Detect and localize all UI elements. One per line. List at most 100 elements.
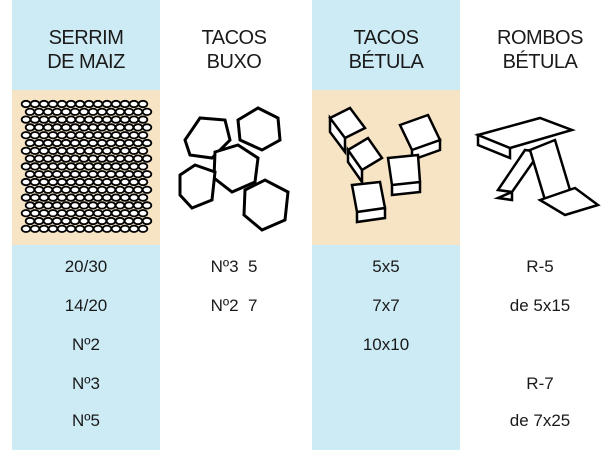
- grain: [69, 201, 81, 210]
- grain: [87, 170, 99, 179]
- column-header: ROMBOS: [497, 27, 583, 49]
- grain: [105, 170, 117, 179]
- grain: [87, 154, 99, 163]
- grain: [96, 123, 108, 132]
- size-item: Nº3 5: [211, 257, 258, 276]
- grain: [47, 162, 59, 171]
- size-item: 5x5: [372, 257, 399, 276]
- grain: [24, 107, 36, 116]
- grain: [128, 131, 140, 140]
- birch-blocks-illustration: [328, 106, 442, 224]
- grain: [29, 224, 41, 233]
- grain: [47, 209, 59, 218]
- grain: [105, 201, 117, 210]
- grain: [47, 115, 59, 124]
- grain: [137, 146, 149, 155]
- grain: [78, 170, 90, 179]
- grain: [119, 99, 131, 109]
- grain: [123, 138, 135, 148]
- grain: [29, 209, 41, 218]
- grain: [60, 107, 72, 116]
- grain: [123, 107, 135, 116]
- grain: [42, 201, 54, 210]
- grain: [132, 154, 144, 163]
- grain: [78, 185, 90, 194]
- grain: [92, 193, 104, 202]
- grain: [38, 115, 50, 124]
- grain: [51, 138, 63, 148]
- column-header: DE MAIZ: [47, 51, 125, 73]
- grain: [42, 107, 54, 116]
- grain: [87, 201, 99, 210]
- grain: [60, 201, 72, 210]
- column-header: SERRIM: [49, 27, 124, 49]
- grain: [119, 193, 131, 202]
- grain: [38, 193, 50, 202]
- grain: [42, 123, 54, 132]
- grain: [141, 123, 153, 132]
- grain: [33, 138, 45, 148]
- grain: [137, 193, 149, 202]
- grain: [123, 154, 135, 163]
- grain: [74, 209, 86, 218]
- grain: [47, 146, 59, 155]
- grain: [114, 201, 126, 210]
- column-header: BÉTULA: [503, 50, 579, 73]
- grain: [20, 177, 32, 187]
- size-item: 10x10: [363, 335, 409, 354]
- grain: [33, 154, 45, 163]
- grain: [56, 209, 68, 218]
- grain: [74, 224, 86, 233]
- grain: [69, 185, 81, 194]
- grain: [137, 99, 149, 109]
- grain: [65, 162, 77, 171]
- grain: [38, 177, 50, 187]
- grain: [87, 107, 99, 116]
- grain: [110, 115, 122, 124]
- grain: [83, 162, 95, 171]
- grain: [101, 131, 113, 140]
- grain: [56, 162, 68, 171]
- grain: [42, 154, 54, 163]
- grain: [38, 146, 50, 155]
- grain: [87, 138, 99, 148]
- grain: [24, 154, 36, 163]
- grain: [119, 209, 131, 218]
- grain: [123, 170, 135, 179]
- grain: [132, 170, 144, 179]
- grain: [42, 185, 54, 194]
- grain: [101, 177, 113, 187]
- grain: [141, 138, 153, 148]
- grain: [128, 115, 140, 124]
- grain: [92, 131, 104, 140]
- grain: [137, 162, 149, 171]
- grain: [24, 138, 36, 148]
- grain: [29, 115, 41, 124]
- grain: [51, 216, 63, 226]
- grain: [42, 216, 54, 226]
- grain: [123, 185, 135, 194]
- grain: [119, 131, 131, 140]
- grain: [128, 209, 140, 218]
- grain: [38, 99, 50, 109]
- grain: [24, 185, 36, 194]
- size-item: Nº2: [72, 335, 100, 354]
- grain: [92, 162, 104, 171]
- grain: [51, 154, 63, 163]
- corn-grit-illustration: [20, 99, 153, 233]
- grain: [114, 107, 126, 116]
- grain: [83, 115, 95, 124]
- size-item: Nº2 7: [211, 296, 258, 315]
- grain: [114, 138, 126, 148]
- grain: [60, 138, 72, 148]
- grain: [83, 146, 95, 155]
- grain: [29, 193, 41, 202]
- grain: [20, 131, 32, 140]
- grain: [38, 224, 50, 233]
- grain: [123, 123, 135, 132]
- grain: [33, 185, 45, 194]
- grain: [20, 193, 32, 202]
- grain: [110, 209, 122, 218]
- grain: [110, 131, 122, 140]
